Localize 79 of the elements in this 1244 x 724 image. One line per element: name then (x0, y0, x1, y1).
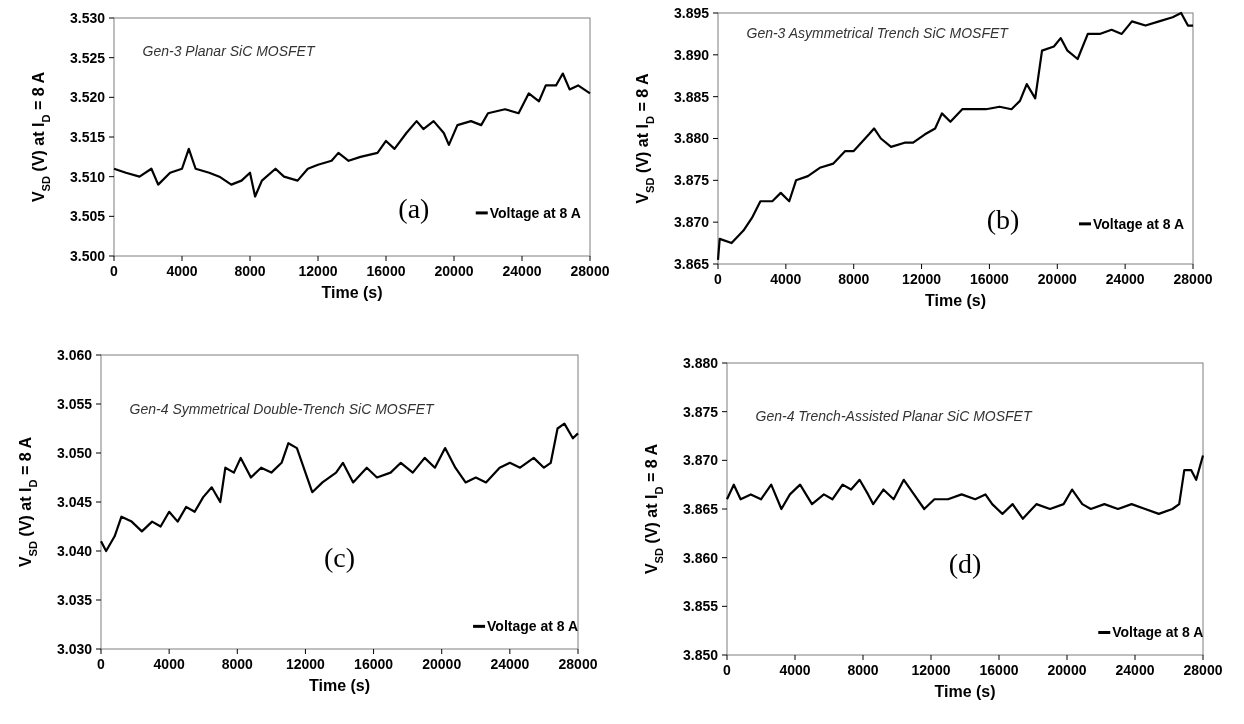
x-tick-label: 24000 (490, 656, 530, 672)
y-tick-label: 3.865 (682, 500, 719, 517)
x-tick-label: 4000 (779, 662, 811, 678)
y-tick-label: 3.050 (56, 444, 93, 461)
x-tick-label: 0 (110, 263, 119, 279)
y-tick-label: 3.880 (682, 354, 719, 371)
x-tick-label: 16000 (366, 263, 406, 279)
y-tick-label: 3.870 (673, 214, 710, 231)
x-axis-title: Time (s) (308, 677, 371, 694)
x-tick-label: 8000 (234, 263, 266, 279)
x-tick-label: 20000 (434, 263, 474, 279)
y-tick-label: 3.035 (56, 591, 93, 608)
y-tick-label: 3.500 (69, 247, 106, 264)
y-tick-label: 3.040 (56, 542, 93, 559)
annotation: (c) (323, 541, 356, 573)
x-tick-label: 8000 (221, 656, 254, 672)
legend-label: Voltage at 8 A (489, 204, 581, 221)
line-series (112, 72, 592, 198)
y-tick-label: 3.895 (673, 4, 710, 21)
annotation: Gen-4 Symmetrical Double-Trench SiC MOSFET (129, 400, 435, 417)
x-tick-label: 0 (97, 656, 106, 672)
x-axis-title: Time (s) (924, 292, 987, 309)
x-tick-label: 28000 (1173, 271, 1213, 287)
y-tick-label: 3.505 (69, 208, 106, 225)
y-tick-label: 3.515 (69, 128, 106, 145)
x-tick-label: 20000 (1047, 662, 1087, 678)
x-tick-label: 16000 (979, 662, 1019, 678)
x-tick-label: 4000 (166, 263, 198, 279)
x-tick-label: 16000 (969, 271, 1010, 287)
line-series (716, 11, 1195, 261)
y-tick-label: 3.850 (682, 646, 719, 663)
y-tick-label: 3.520 (69, 89, 106, 106)
y-tick-label: 3.890 (673, 46, 710, 63)
y-tick-label: 3.530 (69, 9, 106, 26)
x-tick-label: 0 (714, 271, 723, 287)
y-tick-label: 3.855 (682, 598, 719, 615)
x-tick-label: 4000 (770, 271, 802, 287)
y-tick-label: 3.870 (682, 452, 719, 469)
y-tick-label: 3.510 (69, 168, 106, 185)
y-tick-label: 3.045 (56, 493, 93, 510)
x-tick-label: 20000 (422, 656, 462, 672)
y-tick-label: 3.860 (682, 549, 719, 566)
x-axis-title: Time (s) (934, 683, 996, 700)
x-tick-label: 12000 (285, 656, 326, 672)
annotation: Gen-3 Asymmetrical Trench SiC MOSFET (746, 25, 1010, 42)
y-tick-label: 3.030 (56, 640, 93, 657)
annotation: (b) (986, 203, 1020, 235)
x-tick-label: 12000 (911, 662, 951, 678)
legend-label: Voltage at 8 A (1093, 215, 1185, 232)
x-tick-label: 28000 (558, 656, 598, 672)
x-tick-label: 12000 (298, 263, 338, 279)
x-tick-label: 16000 (354, 656, 394, 672)
x-tick-label: 28000 (1183, 662, 1223, 678)
x-tick-label: 0 (723, 662, 732, 678)
x-tick-label: 8000 (838, 271, 870, 287)
y-tick-label: 3.060 (56, 346, 93, 363)
x-tick-label: 12000 (902, 271, 942, 287)
annotation: (a) (398, 192, 430, 224)
y-tick-label: 3.525 (69, 49, 106, 66)
y-tick-label: 3.885 (673, 88, 710, 105)
x-tick-label: 28000 (570, 263, 610, 279)
x-tick-label: 4000 (153, 656, 185, 672)
y-tick-label: 3.875 (682, 403, 719, 420)
y-tick-label: 3.875 (673, 172, 710, 189)
x-tick-label: 24000 (502, 263, 542, 279)
x-tick-label: 24000 (1105, 271, 1145, 287)
legend-label: Voltage at 8 A (1112, 624, 1204, 641)
x-tick-label: 8000 (847, 662, 879, 678)
y-tick-label: 3.055 (56, 395, 93, 412)
x-tick-label: 24000 (1115, 662, 1155, 678)
x-tick-label: 20000 (1037, 271, 1077, 287)
annotation: Gen-4 Trench-Assisted Planar SiC MOSFET (755, 408, 1033, 425)
y-tick-label: 3.880 (673, 130, 710, 147)
annotation: Gen-3 Planar SiC MOSFET (142, 43, 316, 60)
legend-label: Voltage at 8 A (487, 618, 579, 635)
x-axis-title: Time (s) (321, 284, 383, 301)
y-tick-label: 3.865 (673, 255, 710, 272)
line-series (725, 454, 1205, 520)
annotation: (d) (948, 548, 982, 580)
